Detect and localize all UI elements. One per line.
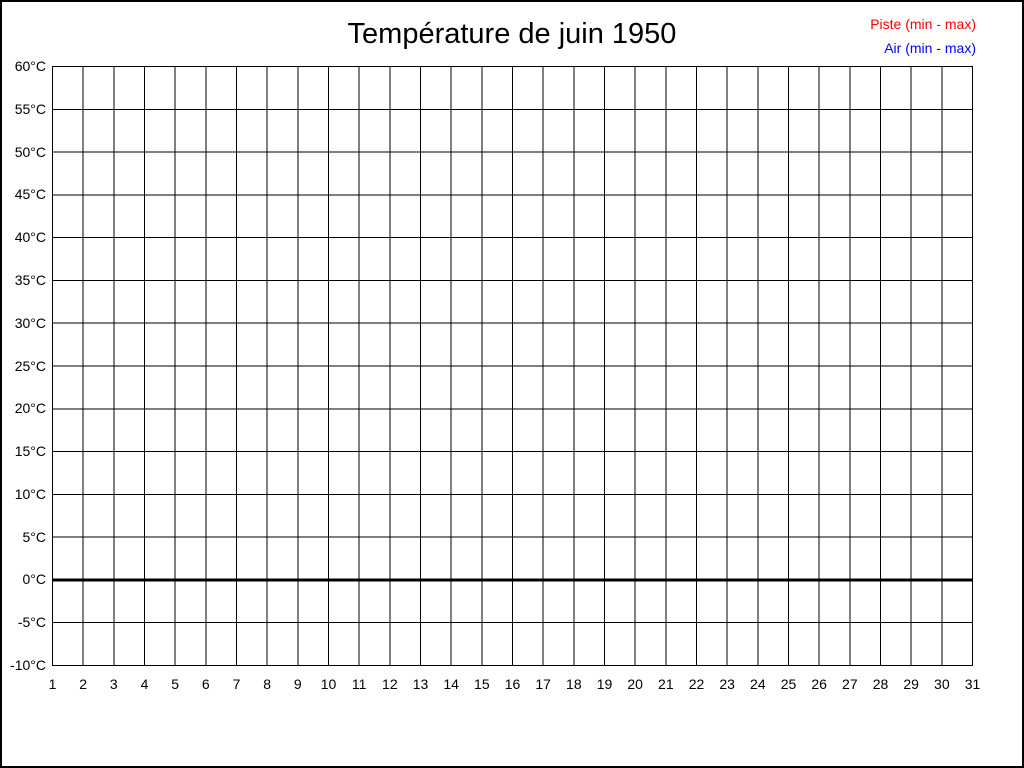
x-tick-label: 19	[596, 676, 613, 692]
x-tick-label: 28	[872, 676, 889, 692]
x-tick-label: 25	[780, 676, 797, 692]
x-tick-label: 29	[903, 676, 919, 692]
x-tick-label: 16	[504, 676, 521, 692]
x-tick-label: 1	[48, 676, 57, 692]
x-tick-label: 15	[474, 676, 490, 692]
chart-title: Température de juin 1950	[347, 18, 677, 50]
y-tick-label: 0°C	[22, 571, 47, 588]
x-tick-label: 7	[232, 676, 241, 692]
legend-item-air: Air (min - max)	[884, 40, 976, 56]
x-tick-label: 23	[719, 676, 735, 692]
legend-item-piste: Piste (min - max)	[870, 16, 976, 32]
y-tick-label: 50°C	[14, 143, 46, 160]
y-tick-label: 45°C	[14, 186, 46, 203]
x-tick-label: 2	[79, 676, 88, 692]
x-tick-label: 26	[811, 676, 827, 692]
x-tick-label: 18	[566, 676, 582, 692]
y-tick-label: 55°C	[14, 100, 46, 117]
y-tick-label: 30°C	[14, 314, 46, 331]
x-tick-label: 9	[293, 676, 302, 692]
y-tick-label: 25°C	[14, 357, 46, 374]
y-tick-label: 20°C	[14, 400, 46, 417]
x-tick-label: 13	[412, 676, 429, 692]
x-tick-label: 14	[443, 676, 459, 692]
x-tick-label: 10	[320, 676, 337, 692]
x-tick-label: 11	[351, 676, 367, 692]
x-tick-label: 27	[842, 676, 858, 692]
y-tick-label: -10°C	[10, 657, 46, 673]
x-tick-label: 8	[263, 676, 272, 692]
x-tick-label: 5	[171, 676, 180, 692]
y-tick-label: 40°C	[14, 229, 46, 246]
x-tick-label: 22	[688, 676, 705, 692]
x-tick-label: 17	[535, 676, 551, 692]
y-tick-label: 35°C	[14, 271, 46, 288]
x-tick-label: 12	[382, 676, 398, 692]
y-tick-label: 10°C	[14, 485, 46, 502]
y-tick-label: 5°C	[22, 528, 47, 545]
x-tick-label: 24	[750, 676, 766, 692]
y-tick-label: 15°C	[14, 443, 46, 460]
y-tick-label: -5°C	[17, 614, 46, 631]
x-tick-label: 20	[627, 676, 643, 692]
legend: Piste (min - max) Air (min - max)	[870, 12, 976, 60]
x-tick-label: 6	[201, 676, 210, 692]
plot-grid	[52, 66, 973, 666]
y-tick-label: 60°C	[14, 58, 46, 74]
x-tick-label: 21	[658, 676, 674, 692]
x-tick-label: 3	[109, 676, 118, 692]
x-tick-label: 4	[140, 676, 149, 692]
x-tick-label: 31	[964, 676, 981, 692]
x-tick-label: 30	[934, 676, 950, 692]
